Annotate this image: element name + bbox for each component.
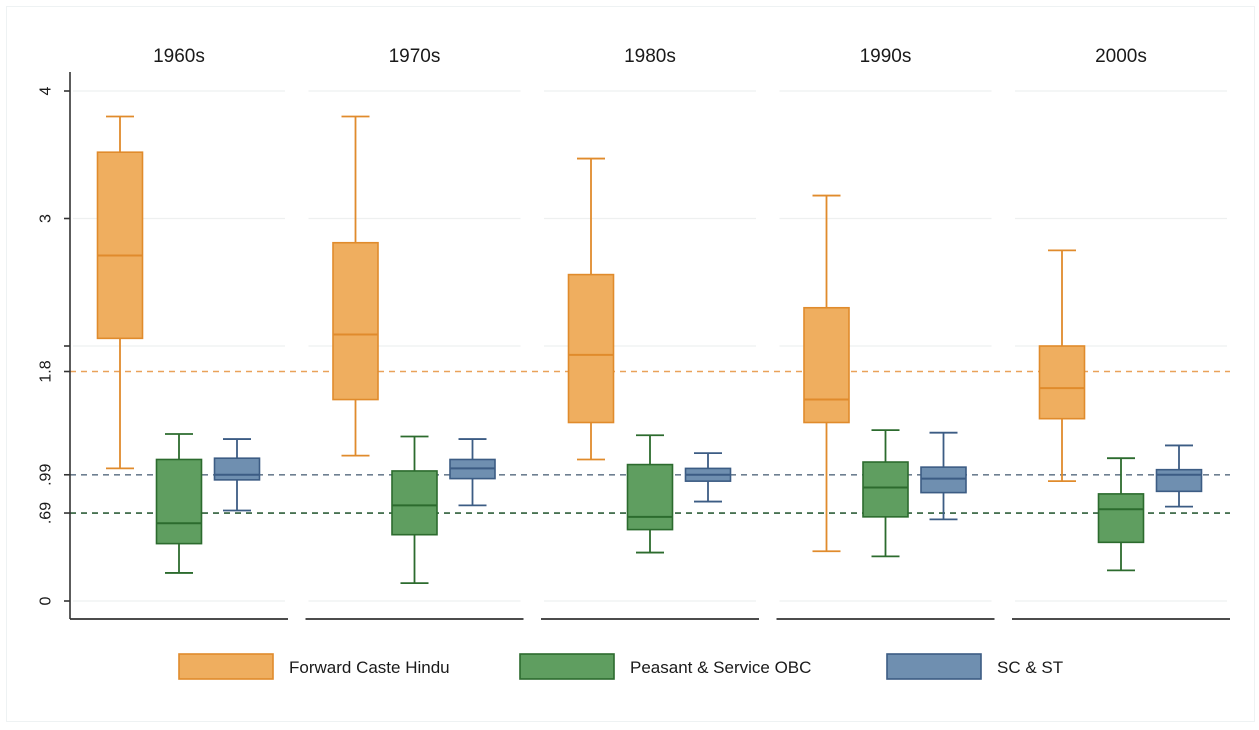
panel-title: 1970s <box>389 46 441 67</box>
iqr-box <box>920 466 967 494</box>
box-1990s-2 <box>920 431 967 521</box>
box-1970s-2 <box>449 438 496 507</box>
iqr-box <box>391 470 438 536</box>
figure-frame <box>6 6 1255 722</box>
y-tick-label: .69 <box>38 502 55 524</box>
box-1970s-1 <box>391 435 438 585</box>
iqr-box <box>155 458 203 545</box>
boxes <box>96 115 1203 585</box>
box-1990s-0 <box>803 194 850 553</box>
box-1960s-1 <box>155 433 203 574</box>
gridlines <box>73 90 1227 602</box>
y-tick-label: 0 <box>38 596 55 605</box>
panel-title: 2000s <box>1095 46 1147 67</box>
box-1960s-0 <box>96 115 144 470</box>
legend-item: Peasant & Service OBC <box>519 653 811 680</box>
y-tick-label: .99 <box>38 464 55 486</box>
y-tick-label: 4 <box>38 86 55 95</box>
box-1980s-2 <box>684 452 732 503</box>
box-2000s-1 <box>1097 457 1145 572</box>
panel-title: 1990s <box>860 46 912 67</box>
iqr-box <box>862 461 909 518</box>
legend-label: SC & ST <box>997 658 1063 677</box>
iqr-box <box>1097 493 1145 544</box>
legend-swatch <box>519 653 615 680</box>
box-2000s-0 <box>1038 249 1086 483</box>
legend-swatch <box>178 653 274 680</box>
legend-item: SC & ST <box>886 653 1063 680</box>
box-1980s-1 <box>626 434 674 554</box>
axes: 0 .69 .99 1.8 3 4 <box>38 72 1230 620</box>
legend-label: Peasant & Service OBC <box>630 658 811 677</box>
legend: Forward Caste Hindu Peasant & Service OBC… <box>178 653 1063 680</box>
iqr-box <box>803 306 850 424</box>
iqr-box <box>626 463 674 531</box>
iqr-box <box>567 273 615 424</box>
iqr-box <box>96 151 144 340</box>
legend-label: Forward Caste Hindu <box>289 658 450 677</box>
panel-title: 1960s <box>153 46 205 67</box>
box-2000s-2 <box>1155 444 1203 508</box>
iqr-box <box>213 457 261 481</box>
iqr-box <box>332 241 379 401</box>
iqr-box <box>1038 345 1086 420</box>
box-1980s-0 <box>567 157 615 461</box>
box-1990s-1 <box>862 429 909 558</box>
box-1970s-0 <box>332 115 379 457</box>
legend-item: Forward Caste Hindu <box>178 653 450 680</box>
iqr-box <box>1155 468 1203 493</box>
panel-title: 1980s <box>624 46 676 67</box>
panel-titles: 1960s 1970s 1980s 1990s 2000s <box>153 46 1147 67</box>
box-1960s-2 <box>213 438 261 512</box>
legend-swatch <box>886 653 982 680</box>
y-tick-label: 3 <box>38 214 55 223</box>
y-tick-label: 1.8 <box>38 360 55 382</box>
